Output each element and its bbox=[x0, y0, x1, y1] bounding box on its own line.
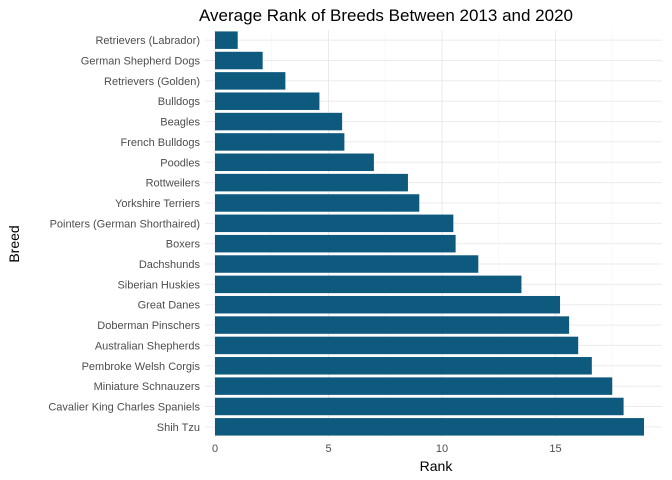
y-tick-label: German Shepherd Dogs bbox=[81, 56, 201, 68]
y-tick-label: Australian Shepherds bbox=[95, 340, 201, 352]
bar bbox=[215, 92, 320, 110]
y-axis-title: Breed bbox=[6, 225, 22, 262]
bar bbox=[215, 133, 345, 151]
y-tick-label: Pointers (German Shorthaired) bbox=[50, 218, 200, 230]
y-tick-label: Siberian Huskies bbox=[117, 279, 200, 291]
bar bbox=[215, 357, 592, 375]
y-tick-label: Shih Tzu bbox=[157, 422, 200, 434]
y-tick-label: Yorkshire Terriers bbox=[115, 198, 200, 210]
x-tick-label: 5 bbox=[325, 443, 331, 455]
y-tick-label: Pembroke Welsh Corgis bbox=[82, 361, 201, 373]
y-tick-label: Poodles bbox=[160, 157, 200, 169]
x-tick-label: 15 bbox=[549, 443, 561, 455]
y-tick-labels: Retrievers (Labrador) German Shepherd Dog… bbox=[48, 35, 200, 434]
y-tick-label: Doberman Pinschers bbox=[97, 320, 200, 332]
bar bbox=[215, 72, 286, 90]
y-tick-label: Retrievers (Golden) bbox=[104, 76, 200, 88]
grid bbox=[205, 30, 662, 437]
y-tick-label: Dachshunds bbox=[139, 259, 201, 271]
y-tick-label: Bulldogs bbox=[158, 96, 201, 108]
bar bbox=[215, 194, 420, 212]
bar bbox=[215, 418, 645, 436]
y-tick-label: Cavalier King Charles Spaniels bbox=[48, 401, 200, 413]
y-tick-label: Great Danes bbox=[138, 300, 201, 312]
bar bbox=[215, 316, 570, 334]
bar bbox=[215, 31, 238, 49]
x-axis-title: Rank bbox=[420, 458, 454, 474]
y-tick-label: French Bulldogs bbox=[121, 137, 201, 149]
x-tick-labels: 0 5 10 15 bbox=[212, 443, 562, 455]
x-tick-label: 10 bbox=[436, 443, 448, 455]
x-tick-label: 0 bbox=[212, 443, 218, 455]
bar bbox=[215, 377, 613, 395]
bar bbox=[215, 153, 374, 172]
y-tick-label: Retrievers (Labrador) bbox=[95, 35, 200, 47]
bars bbox=[215, 31, 645, 436]
bar bbox=[215, 173, 408, 192]
bar bbox=[215, 51, 263, 70]
chart-title: Average Rank of Breeds Between 2013 and … bbox=[199, 6, 573, 25]
y-tick-label: Rottweilers bbox=[146, 178, 201, 190]
bar bbox=[215, 295, 561, 314]
bar bbox=[215, 255, 479, 273]
y-tick-label: Boxers bbox=[166, 239, 201, 251]
bar bbox=[215, 336, 579, 355]
y-tick-label: Miniature Schnauzers bbox=[94, 381, 201, 393]
bar bbox=[215, 397, 624, 416]
bar bbox=[215, 214, 454, 233]
bar bbox=[215, 112, 343, 131]
bar bbox=[215, 234, 456, 253]
y-tick-label: Beagles bbox=[160, 117, 200, 129]
bar bbox=[215, 275, 522, 294]
